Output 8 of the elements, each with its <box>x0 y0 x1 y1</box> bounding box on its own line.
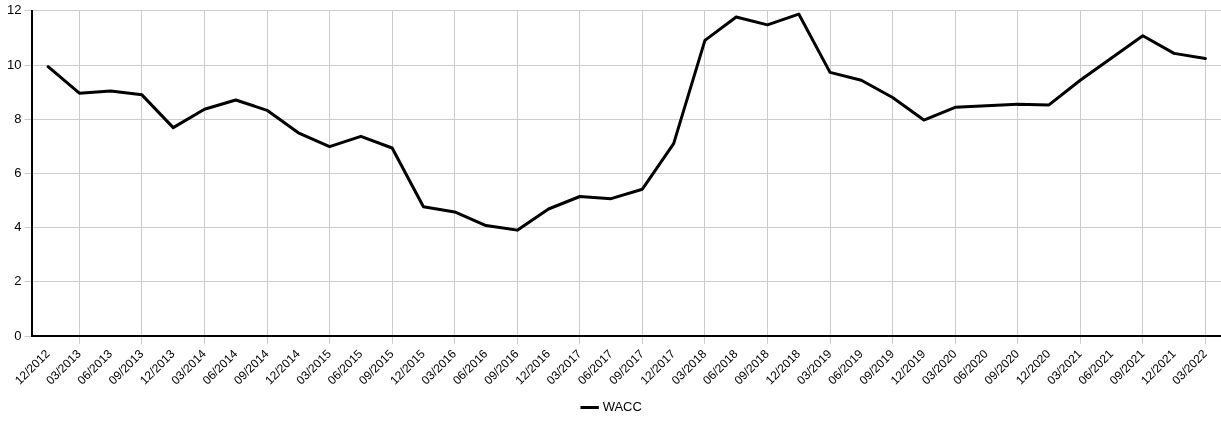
y-tick-label: 10 <box>6 56 22 72</box>
y-tick-label: 6 <box>14 165 22 181</box>
y-tick-label: 2 <box>14 273 22 289</box>
legend-label: WACC <box>602 399 642 415</box>
y-tick-label: 12 <box>6 2 22 18</box>
y-tick-label: 4 <box>14 219 22 235</box>
y-tick-label: 8 <box>14 110 22 126</box>
y-tick-label: 0 <box>14 327 22 343</box>
